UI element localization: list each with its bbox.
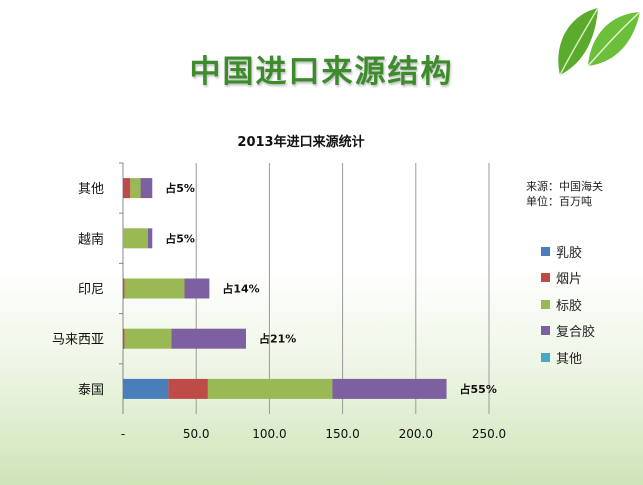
slide-title: 中国进口来源结构 xyxy=(189,54,454,90)
legend-item: 复合胶 xyxy=(541,318,595,345)
bar-segment xyxy=(123,178,131,199)
share-label: 占5% xyxy=(165,231,195,245)
leaf-icon xyxy=(558,7,641,76)
x-tick-label: 100.0 xyxy=(252,427,286,441)
bar-segment xyxy=(168,378,208,399)
bar-segment xyxy=(332,378,447,399)
bar-segment xyxy=(123,378,169,399)
y-category-label: 越南 xyxy=(78,231,104,247)
unit-note: 单位：百万吨 xyxy=(526,195,592,208)
x-tick-label: 250.0 xyxy=(472,427,506,441)
legend-item: 标胶 xyxy=(541,291,595,318)
bar-segment xyxy=(207,378,333,399)
y-category-label: 马来西亚 xyxy=(52,333,104,348)
legend-label: 其他 xyxy=(556,351,583,367)
legend-label: 复合胶 xyxy=(556,325,596,341)
bar-segment xyxy=(123,278,125,299)
x-tick-label: 200.0 xyxy=(399,427,433,441)
share-label: 占5% xyxy=(165,181,195,195)
y-category-label: 其他 xyxy=(78,182,104,197)
bar-segment xyxy=(123,328,125,349)
bar-segment xyxy=(147,228,153,249)
legend-label: 烟片 xyxy=(556,272,583,288)
bar-segment xyxy=(171,328,246,349)
y-category-label: 印尼 xyxy=(78,283,104,298)
legend-swatch xyxy=(541,273,550,283)
share-label: 占21% xyxy=(259,332,296,346)
source-note: 来源：中国海关 xyxy=(526,180,603,193)
legend-item: 其他 xyxy=(541,344,595,371)
bar-segment xyxy=(124,328,172,349)
legend-label: 乳胶 xyxy=(556,245,583,261)
y-category-label: 泰国 xyxy=(78,383,104,398)
share-label: 占14% xyxy=(222,282,259,296)
legend-swatch xyxy=(541,246,550,256)
x-tick-label: - xyxy=(121,427,125,441)
legend-item: 烟片 xyxy=(541,265,595,292)
bar-segment xyxy=(140,178,153,199)
bar-segment xyxy=(130,178,141,199)
legend-label: 标胶 xyxy=(556,298,583,314)
chart-title: 2013年进口来源统计 xyxy=(237,134,364,150)
chart-legend: 乳胶 烟片 标胶 复合胶 其他 xyxy=(541,238,595,371)
bar-segment xyxy=(124,278,185,299)
x-tick-label: 150.0 xyxy=(325,427,359,441)
share-label: 占55% xyxy=(460,382,497,396)
legend-item: 乳胶 xyxy=(541,238,595,265)
legend-swatch xyxy=(541,326,550,336)
legend-swatch xyxy=(541,352,550,362)
bar-segment xyxy=(184,278,210,299)
x-tick-label: 50.0 xyxy=(183,427,210,441)
legend-swatch xyxy=(541,299,550,309)
bar-segment xyxy=(123,228,148,249)
